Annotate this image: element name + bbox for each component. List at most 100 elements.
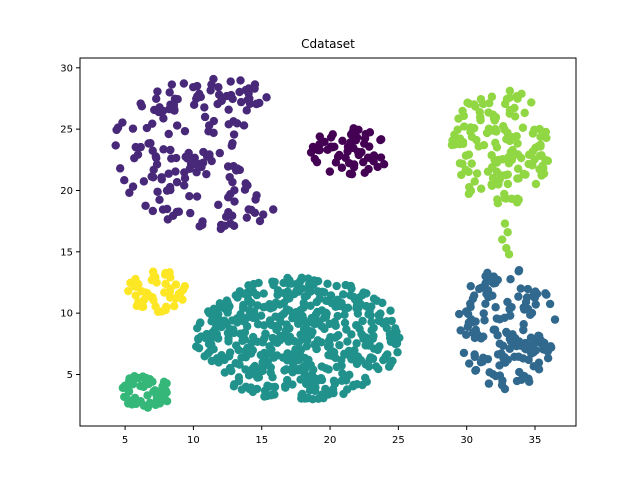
scatter-point-right-bottom-blob: [507, 302, 516, 312]
scatter-point-right-bottom-blob: [489, 272, 498, 281]
scatter-point-crescent: [239, 121, 249, 130]
scatter-point-large-bottom-blob: [330, 333, 340, 342]
scatter-point-crescent: [215, 148, 224, 158]
scatter-point-large-bottom-blob: [302, 324, 311, 333]
scatter-point-crescent: [159, 114, 168, 123]
scatter-point-large-bottom-blob: [311, 310, 321, 319]
scatter-point-small-bottom-blob: [131, 399, 141, 409]
scatter-point-large-bottom-blob: [390, 329, 400, 339]
scatter-point-bridge: [504, 250, 514, 259]
scatter-point-small-bottom-blob: [124, 399, 133, 408]
scatter-point-crescent: [141, 201, 150, 210]
scatter-point-right-top-blob: [499, 122, 508, 131]
scatter-point-right-bottom-blob: [479, 309, 488, 318]
scatter-point-crescent: [198, 220, 207, 230]
scatter-point-right-top-blob: [471, 102, 480, 111]
x-tick-label: 25: [392, 435, 405, 446]
scatter-point-crescent: [242, 106, 251, 115]
x-tick-label: 30: [460, 435, 473, 446]
scatter-point-large-bottom-blob: [369, 331, 378, 341]
scatter-point-right-bottom-blob: [481, 279, 490, 288]
scatter-point-right-bottom-blob: [492, 314, 502, 323]
scatter-point-crescent: [255, 98, 264, 108]
scatter-point-right-bottom-blob: [514, 267, 523, 276]
scatter-point-large-bottom-blob: [387, 316, 396, 326]
scatter-point-large-bottom-blob: [324, 350, 333, 360]
scatter-point-crescent: [148, 206, 158, 216]
scatter-point-large-bottom-blob: [333, 311, 342, 321]
scatter-point-right-top-blob: [527, 98, 536, 107]
scatter-point-large-bottom-blob: [253, 320, 263, 329]
scatter-point-yellow-blob: [178, 295, 187, 304]
scatter-point-bridge: [498, 235, 507, 244]
scatter-point-top-center-blob: [373, 162, 382, 172]
scatter-point-top-center-blob: [343, 142, 353, 151]
scatter-point-large-bottom-blob: [358, 316, 367, 326]
scatter-point-right-bottom-blob: [543, 354, 553, 363]
scatter-point-large-bottom-blob: [298, 311, 307, 321]
scatter-point-large-bottom-blob: [266, 363, 275, 372]
y-tick-label: 25: [60, 125, 73, 136]
scatter-point-right-top-blob: [520, 108, 529, 118]
scatter-point-top-center-blob: [349, 162, 359, 172]
scatter-point-bridge: [503, 227, 512, 237]
scatter-point-large-bottom-blob: [317, 362, 326, 371]
scatter-point-crescent: [172, 121, 182, 130]
scatter-point-large-bottom-blob: [241, 347, 250, 356]
scatter-point-top-center-blob: [330, 142, 339, 151]
scatter-point-right-top-blob: [505, 86, 515, 96]
scatter-point-small-bottom-blob: [145, 375, 154, 384]
scatter-point-right-bottom-blob: [550, 315, 560, 324]
scatter-point-right-top-blob: [503, 179, 513, 189]
scatter-point-large-bottom-blob: [367, 317, 376, 327]
scatter-point-large-bottom-blob: [366, 353, 375, 362]
scatter-point-right-bottom-blob: [515, 337, 524, 346]
scatter-point-crescent: [252, 191, 261, 200]
scatter-point-large-bottom-blob: [247, 298, 256, 308]
scatter-point-right-bottom-blob: [473, 330, 482, 339]
scatter-point-large-bottom-blob: [300, 292, 310, 302]
scatter-point-right-bottom-blob: [526, 310, 535, 319]
scatter-point-large-bottom-blob: [238, 303, 248, 313]
scatter-point-right-bottom-blob: [517, 375, 526, 384]
scatter-point-large-bottom-blob: [244, 281, 253, 290]
scatter-point-large-bottom-blob: [393, 348, 402, 357]
scatter-point-right-bottom-blob: [526, 333, 536, 342]
scatter-point-crescent: [224, 193, 233, 202]
scatter-point-right-top-blob: [485, 98, 494, 108]
scatter-point-large-bottom-blob: [203, 349, 212, 358]
scatter-point-right-bottom-blob: [495, 371, 505, 380]
scatter-point-crescent: [189, 100, 199, 110]
scatter-point-top-center-blob: [328, 130, 337, 139]
scatter-point-large-bottom-blob: [321, 296, 331, 305]
scatter-point-top-center-blob: [310, 154, 319, 164]
scatter-point-yellow-blob: [138, 302, 148, 311]
scatter-point-right-top-blob: [506, 147, 516, 157]
scatter-point-right-bottom-blob: [527, 341, 537, 350]
scatter-point-crescent: [224, 208, 233, 217]
scatter-point-small-bottom-blob: [161, 386, 171, 395]
scatter-point-crescent: [167, 154, 176, 163]
scatter-point-large-bottom-blob: [294, 338, 304, 347]
scatter-point-yellow-blob: [137, 287, 146, 296]
scatter-point-large-bottom-blob: [228, 316, 237, 325]
scatter-point-crescent: [202, 169, 211, 179]
scatter-point-small-bottom-blob: [162, 379, 171, 388]
scatter-point-right-bottom-blob: [463, 322, 473, 331]
scatter-point-right-bottom-blob: [521, 297, 531, 307]
scatter-point-yellow-blob: [145, 291, 154, 301]
scatter-point-large-bottom-blob: [288, 363, 297, 373]
scatter-point-large-bottom-blob: [210, 325, 219, 334]
scatter-point-right-top-blob: [483, 167, 493, 176]
scatter-point-crescent: [167, 80, 177, 89]
scatter-point-large-bottom-blob: [314, 394, 323, 403]
scatter-point-crescent: [162, 186, 172, 195]
scatter-point-large-bottom-blob: [304, 280, 314, 289]
scatter-point-large-bottom-blob: [312, 344, 321, 354]
scatter-point-yellow-blob: [171, 294, 180, 303]
scatter-point-right-top-blob: [502, 94, 512, 104]
scatter-point-right-bottom-blob: [510, 352, 519, 362]
scatter-point-crescent: [204, 127, 213, 136]
scatter-point-small-bottom-blob: [162, 396, 172, 406]
